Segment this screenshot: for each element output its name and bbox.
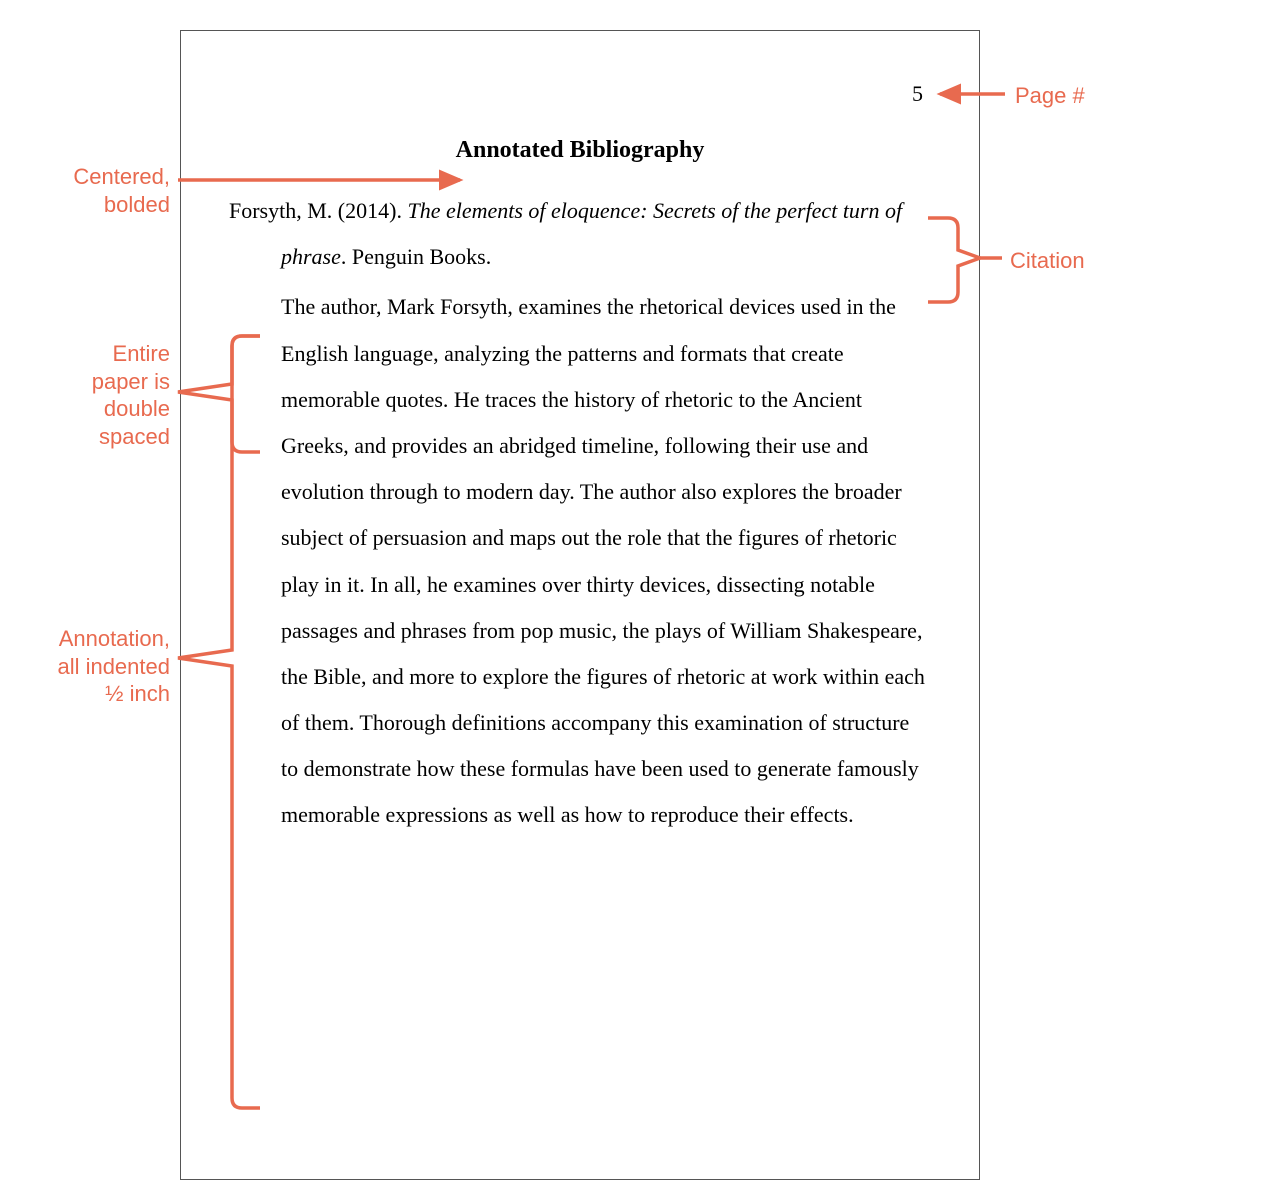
citation-publisher: . Penguin Books. (341, 244, 491, 269)
callout-citation: Citation (1010, 247, 1085, 275)
callout-double-spaced: Entirepaper isdoublespaced (55, 340, 170, 450)
callout-annotation-indent: Annotation,all indented½ inch (15, 625, 170, 708)
callout-centered-bolded: Centered,bolded (20, 163, 170, 218)
callout-page-number: Page # (1015, 82, 1085, 110)
document-title: Annotated Bibliography (229, 137, 931, 164)
citation: Forsyth, M. (2014). The elements of eloq… (229, 188, 931, 280)
annotation-paragraph: The author, Mark Forsyth, examines the r… (229, 284, 931, 838)
page-number: 5 (229, 81, 931, 107)
document-page: 5 Annotated Bibliography Forsyth, M. (20… (180, 30, 980, 1180)
citation-author-year: Forsyth, M. (2014). (229, 198, 407, 223)
